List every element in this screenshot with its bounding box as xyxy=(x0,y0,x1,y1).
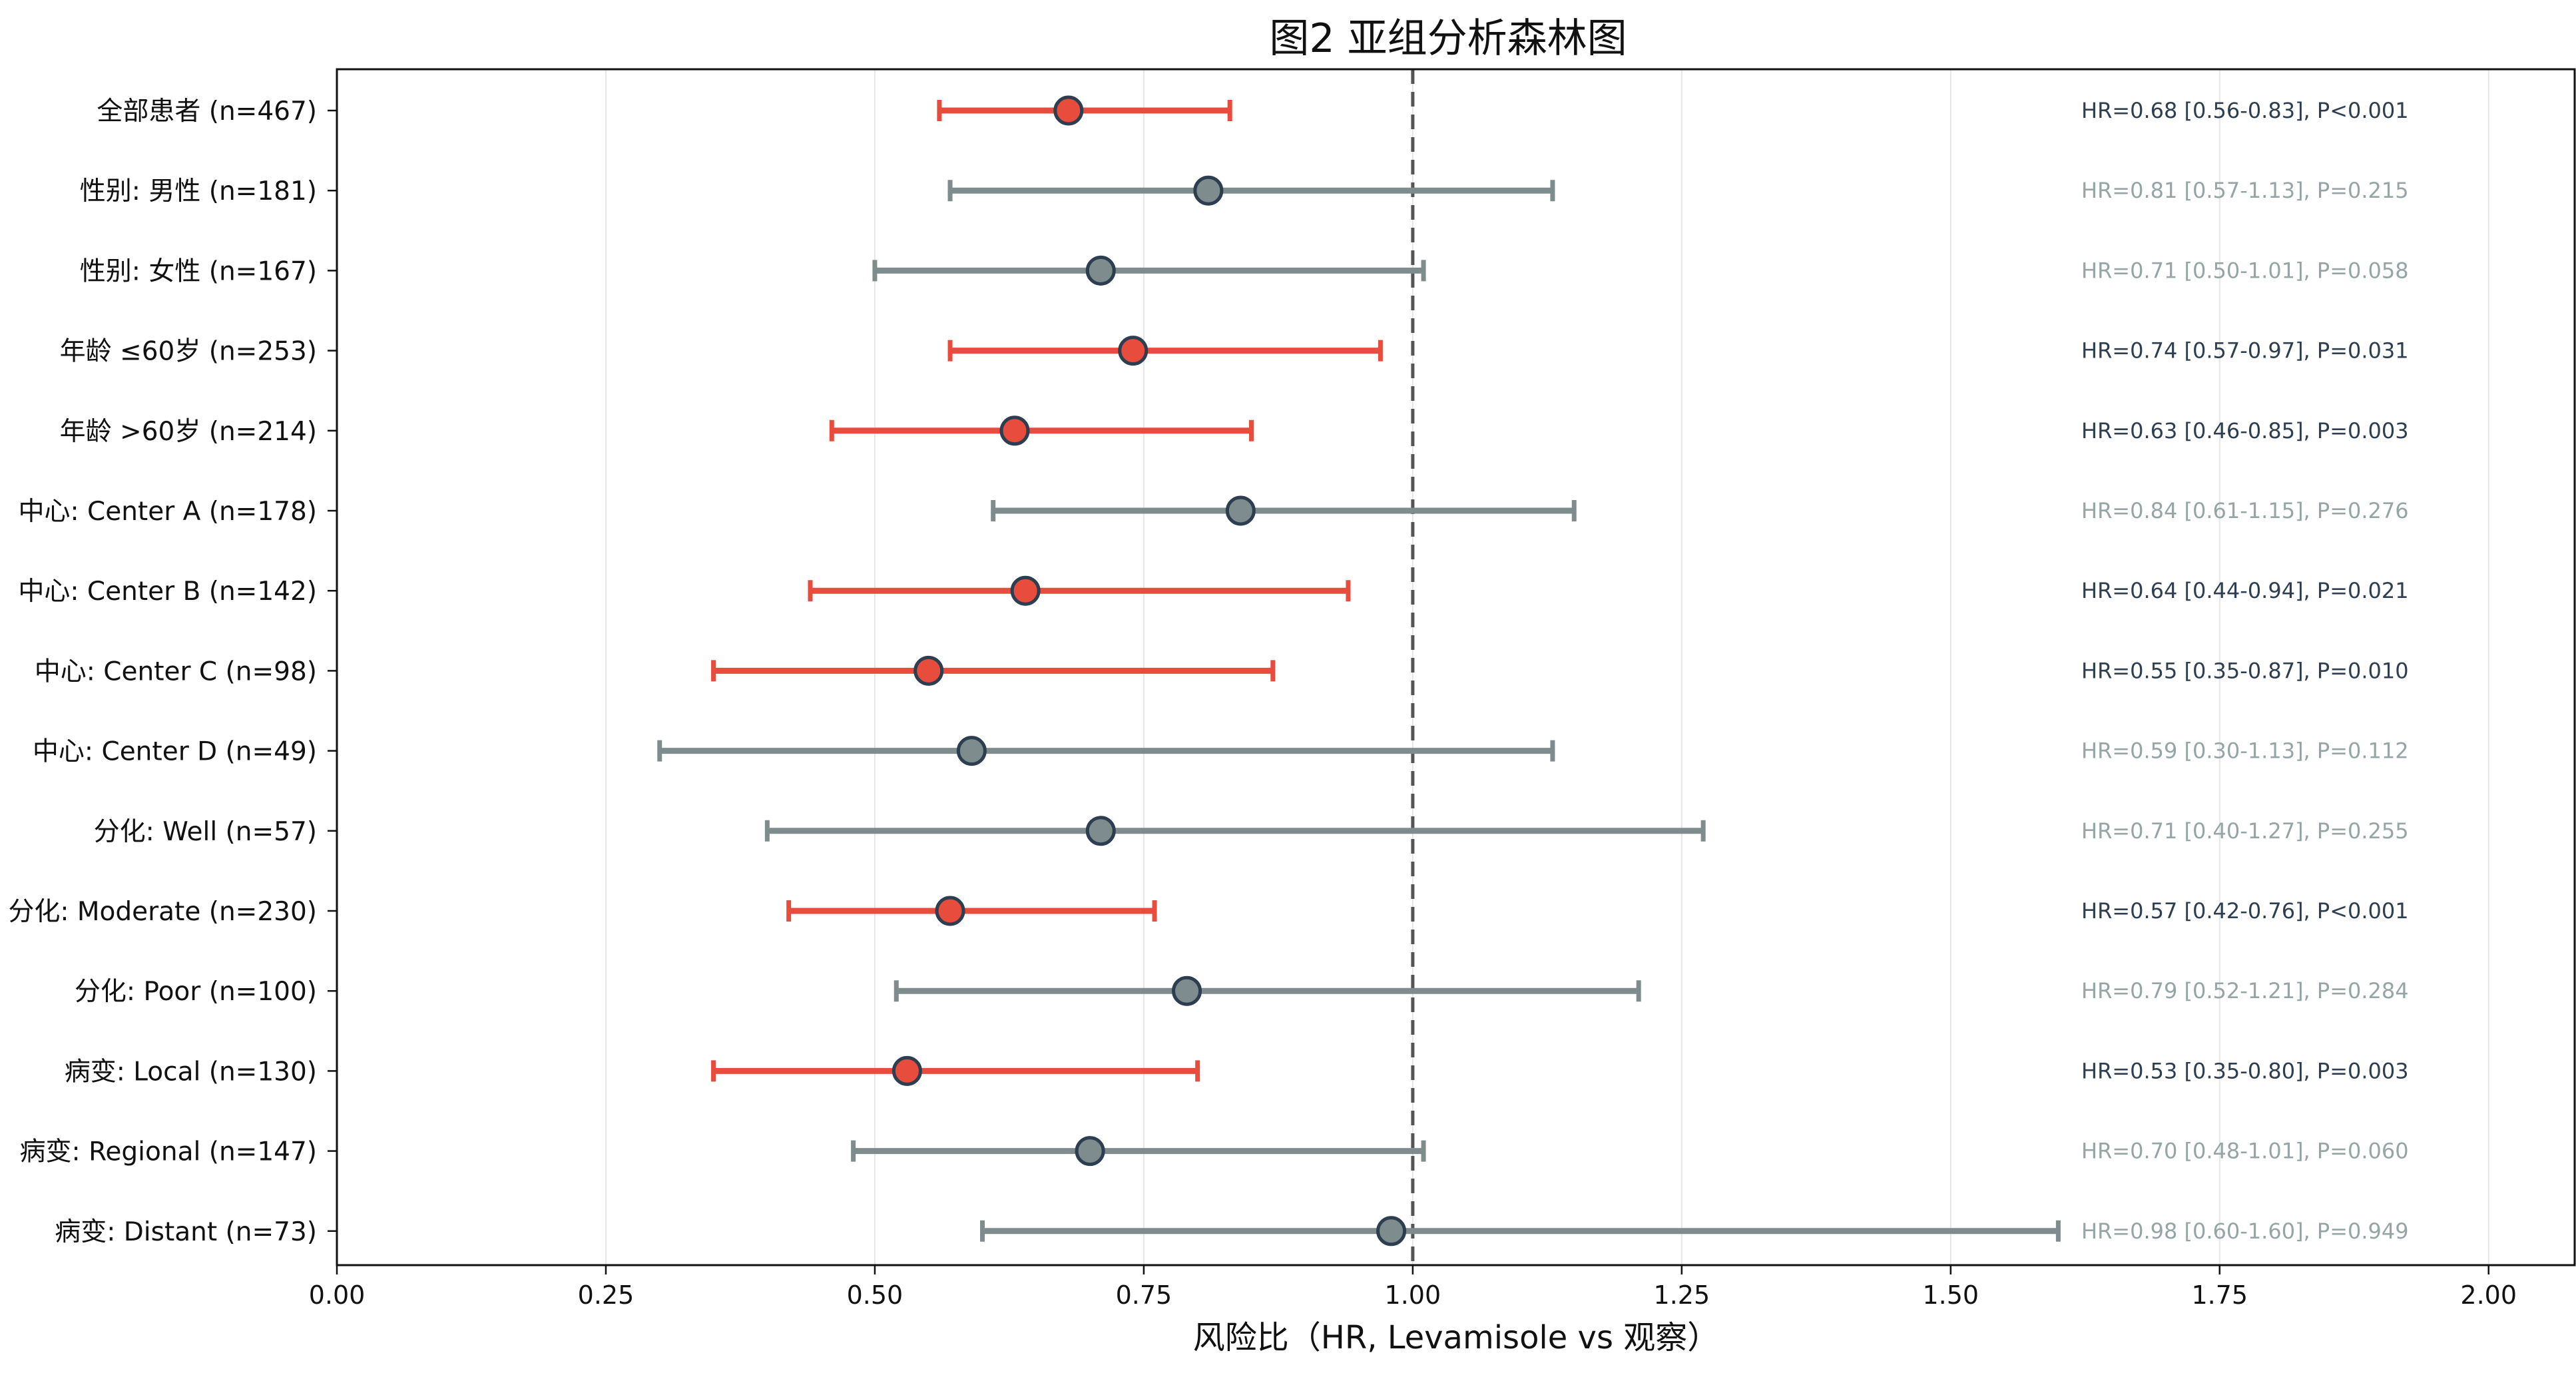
y-tick-label: 病变: Regional (n=147) xyxy=(20,1137,317,1167)
hr-point xyxy=(935,896,965,926)
y-tick-label: 年龄 ≤60岁 (n=253) xyxy=(60,337,317,367)
hr-point xyxy=(1010,575,1041,606)
x-tick-label: 1.75 xyxy=(2191,1280,2248,1310)
hr-point xyxy=(913,655,944,686)
hr-point xyxy=(1193,175,1224,206)
hr-point xyxy=(956,736,987,766)
row-annotations: HR=0.68 [0.56-0.83], P<0.001 HR=0.81 [0.5… xyxy=(2081,98,2409,1244)
x-axis-label: 风险比（HR, Levamisole vs 观察） xyxy=(1193,1319,1719,1356)
row-annotation: HR=0.70 [0.48-1.01], P=0.060 xyxy=(2081,1139,2409,1164)
hr-point xyxy=(1075,1136,1105,1167)
row-annotation: HR=0.71 [0.50-1.01], P=0.058 xyxy=(2081,258,2409,283)
x-tick-label: 0.75 xyxy=(1116,1280,1172,1310)
y-tick-label: 中心: Center A (n=178) xyxy=(18,497,317,527)
x-tick-label: 0.25 xyxy=(578,1280,635,1310)
row-annotation: HR=0.84 [0.61-1.15], P=0.276 xyxy=(2081,498,2409,523)
row-annotation: HR=0.63 [0.46-0.85], P=0.003 xyxy=(2081,418,2409,443)
row-annotation: HR=0.57 [0.42-0.76], P<0.001 xyxy=(2081,898,2409,924)
hr-point xyxy=(1085,816,1116,846)
chart-title: 图2 亚组分析森林图 xyxy=(1269,15,1627,62)
row-annotation: HR=0.98 [0.60-1.60], P=0.949 xyxy=(2081,1219,2409,1244)
hr-point xyxy=(1118,336,1149,366)
plot-frame-group xyxy=(336,68,2576,1266)
x-tick-label: 0.50 xyxy=(847,1280,903,1310)
hr-point xyxy=(1225,495,1256,526)
y-tick-label: 病变: Distant (n=73) xyxy=(55,1217,317,1247)
y-tick-label: 性别: 女性 (n=167) xyxy=(80,256,317,286)
hr-point xyxy=(999,415,1030,446)
row-annotation: HR=0.79 [0.52-1.21], P=0.284 xyxy=(2081,978,2409,1003)
y-tick-label: 年龄 >60岁 (n=214) xyxy=(60,417,317,447)
y-tick-label: 分化: Moderate (n=230) xyxy=(8,897,317,927)
x-tick-label: 1.25 xyxy=(1654,1280,1710,1310)
row-annotation: HR=0.81 [0.57-1.13], P=0.215 xyxy=(2081,178,2409,203)
hr-point xyxy=(1376,1216,1407,1246)
hr-point xyxy=(1085,255,1116,286)
y-tick-label: 中心: Center D (n=49) xyxy=(33,737,317,767)
x-axis-ticks: 0.00 0.25 0.50 0.75 1.00 1.25 1.50 1.75 2.00 xyxy=(309,1265,2517,1310)
row-annotation: HR=0.59 [0.30-1.13], P=0.112 xyxy=(2081,738,2409,764)
y-tick-label: 中心: Center C (n=98) xyxy=(35,657,317,687)
y-tick-label: 分化: Well (n=57) xyxy=(94,817,317,847)
x-tick-label: 1.00 xyxy=(1385,1280,1441,1310)
y-axis-ticks: 全部患者 (n=467) 性别: 男性 (n=181) 性别: 女性 (n=167)… xyxy=(8,97,337,1247)
hr-point xyxy=(892,1055,922,1086)
row-annotation: HR=0.71 [0.40-1.27], P=0.255 xyxy=(2081,818,2409,844)
confidence-intervals xyxy=(657,100,2061,1242)
hr-point xyxy=(1053,95,1084,126)
row-annotation: HR=0.74 [0.57-0.97], P=0.031 xyxy=(2081,338,2409,364)
row-annotation: HR=0.64 [0.44-0.94], P=0.021 xyxy=(2081,578,2409,603)
y-tick-label: 性别: 男性 (n=181) xyxy=(80,176,317,206)
hazard-ratio-points xyxy=(892,95,1407,1246)
y-tick-label: 全部患者 (n=467) xyxy=(97,97,317,127)
x-tick-label: 0.00 xyxy=(309,1280,366,1310)
plot-frame xyxy=(336,68,2576,1266)
row-annotation: HR=0.53 [0.35-0.80], P=0.003 xyxy=(2081,1058,2409,1083)
row-annotation: HR=0.55 [0.35-0.87], P=0.010 xyxy=(2081,658,2409,683)
y-tick-label: 病变: Local (n=130) xyxy=(65,1057,317,1087)
row-annotation: HR=0.68 [0.56-0.83], P<0.001 xyxy=(2081,98,2409,123)
y-tick-label: 分化: Poor (n=100) xyxy=(75,977,317,1007)
hr-point xyxy=(1172,975,1202,1006)
x-tick-label: 2.00 xyxy=(2460,1280,2517,1310)
x-tick-label: 1.50 xyxy=(1922,1280,1979,1310)
y-tick-label: 中心: Center B (n=142) xyxy=(18,577,317,607)
